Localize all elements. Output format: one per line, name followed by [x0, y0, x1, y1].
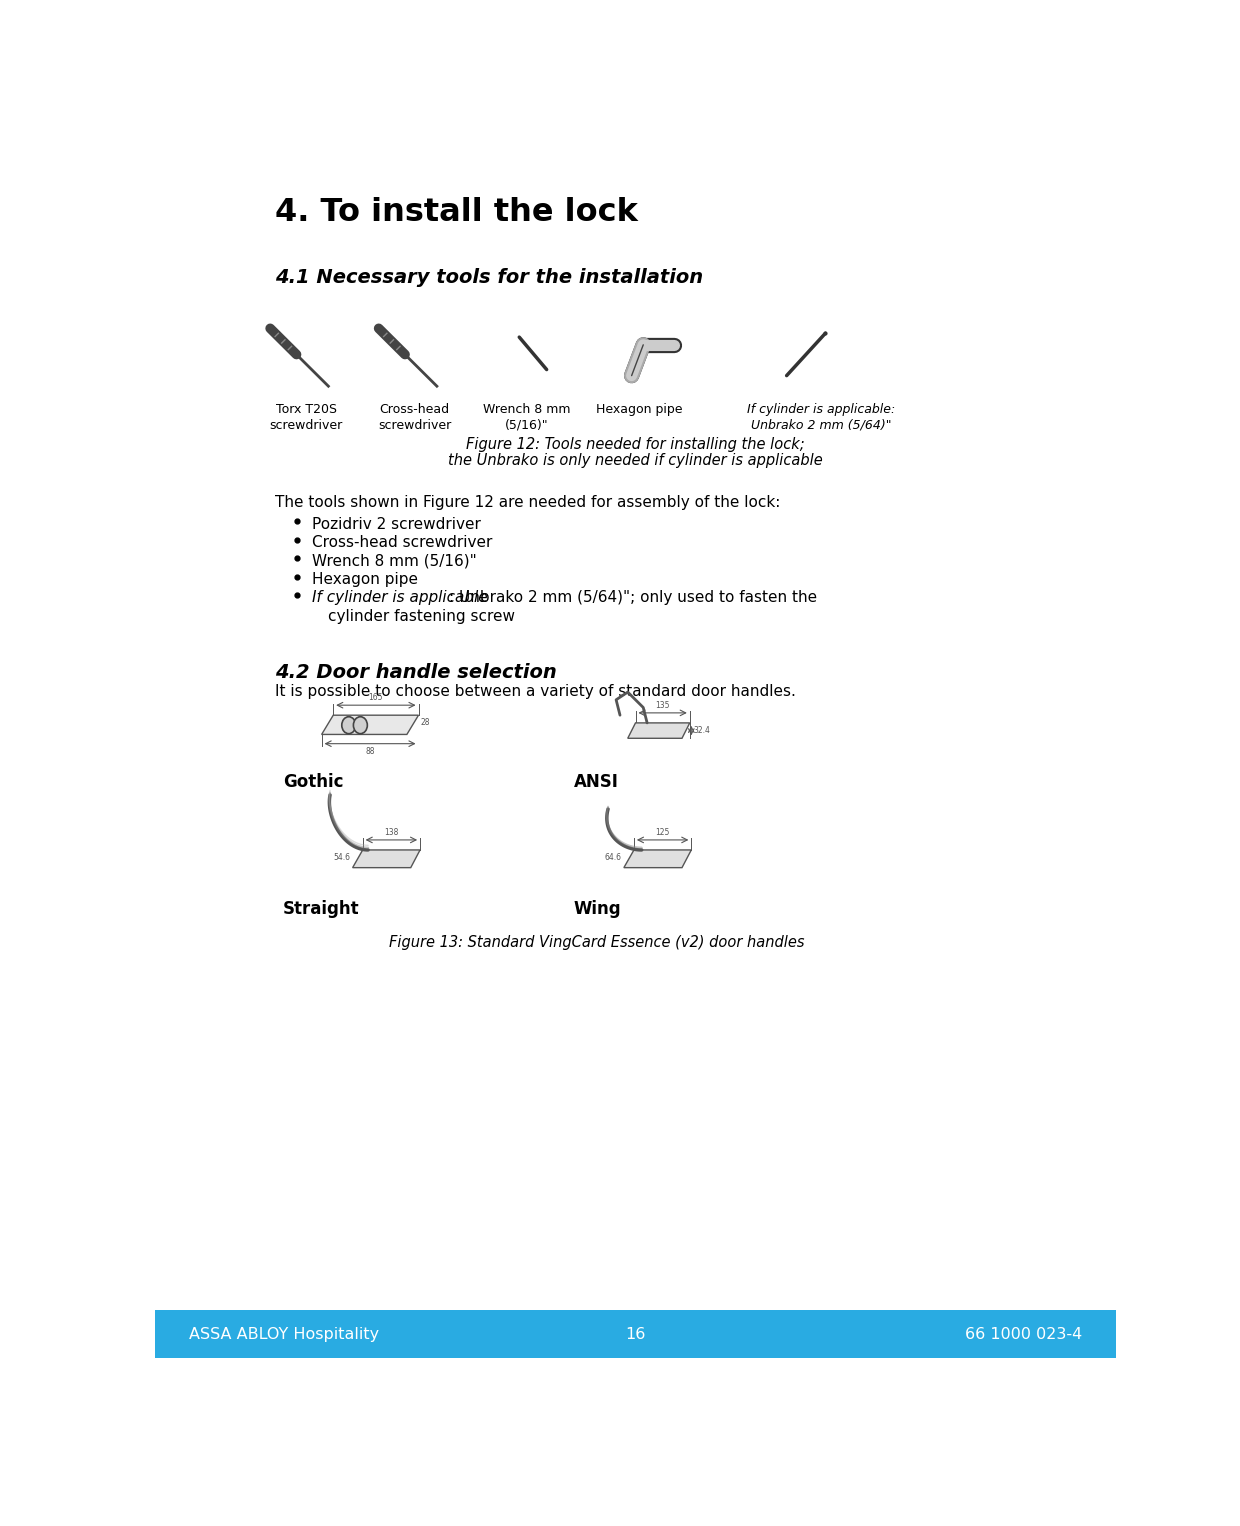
Text: 66 1000 023-4: 66 1000 023-4: [965, 1326, 1081, 1341]
Text: 4. To install the lock: 4. To install the lock: [275, 197, 639, 227]
Text: Figure 12: Tools needed for installing the lock;: Figure 12: Tools needed for installing t…: [466, 438, 805, 452]
Bar: [155, 1311, 1116, 1358]
Text: 54.6: 54.6: [334, 853, 351, 862]
Polygon shape: [352, 850, 420, 868]
Text: Wrench 8 mm
(5/16)": Wrench 8 mm (5/16)": [484, 403, 570, 432]
Text: If cylinder is applicable: If cylinder is applicable: [312, 591, 489, 606]
Text: It is possible to choose between a variety of standard door handles.: It is possible to choose between a varie…: [275, 684, 796, 699]
Text: Gothic: Gothic: [283, 774, 343, 790]
Text: The tools shown in Figure 12 are needed for assembly of the lock:: The tools shown in Figure 12 are needed …: [275, 494, 780, 510]
Polygon shape: [627, 723, 689, 739]
Text: 135: 135: [656, 700, 670, 710]
Text: 4.1 Necessary tools for the installation: 4.1 Necessary tools for the installation: [275, 269, 703, 287]
Text: 4.2 Door handle selection: 4.2 Door handle selection: [275, 662, 557, 682]
Text: ANSI: ANSI: [573, 774, 619, 790]
Text: Wrench 8 mm (5/16)": Wrench 8 mm (5/16)": [312, 554, 477, 569]
Text: the Unbrako is only needed if cylinder is applicable: the Unbrako is only needed if cylinder i…: [448, 453, 823, 467]
Text: Cross-head
screwdriver: Cross-head screwdriver: [378, 403, 451, 432]
Text: 165: 165: [368, 693, 383, 702]
Text: 125: 125: [656, 827, 670, 836]
Text: 32.4: 32.4: [693, 726, 711, 736]
Text: 28: 28: [420, 719, 429, 728]
Text: Hexagon pipe: Hexagon pipe: [596, 403, 683, 415]
Text: 88: 88: [366, 746, 376, 755]
Polygon shape: [321, 716, 419, 734]
Text: 16: 16: [625, 1326, 646, 1341]
Text: cylinder fastening screw: cylinder fastening screw: [327, 609, 515, 624]
Text: Figure 13: Standard VingCard Essence (v2) door handles: Figure 13: Standard VingCard Essence (v2…: [389, 934, 805, 949]
Text: Pozidriv 2 screwdriver: Pozidriv 2 screwdriver: [312, 516, 481, 531]
Ellipse shape: [342, 717, 356, 734]
Text: If cylinder is applicable:
Unbrako 2 mm (5/64)": If cylinder is applicable: Unbrako 2 mm …: [748, 403, 895, 432]
Text: 64.6: 64.6: [605, 853, 621, 862]
Text: 138: 138: [384, 827, 398, 836]
Text: Cross-head screwdriver: Cross-head screwdriver: [312, 536, 492, 549]
Ellipse shape: [353, 717, 367, 734]
Polygon shape: [624, 850, 692, 868]
Text: ASSA ABLOY Hospitality: ASSA ABLOY Hospitality: [188, 1326, 379, 1341]
Text: Wing: Wing: [573, 900, 621, 919]
Text: Torx T20S
screwdriver: Torx T20S screwdriver: [269, 403, 342, 432]
Text: Hexagon pipe: Hexagon pipe: [312, 572, 418, 588]
Text: : Unbrako 2 mm (5/64)"; only used to fasten the: : Unbrako 2 mm (5/64)"; only used to fas…: [449, 591, 817, 606]
Text: Straight: Straight: [283, 900, 360, 919]
